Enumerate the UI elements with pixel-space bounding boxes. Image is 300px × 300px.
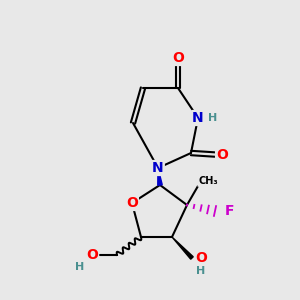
Text: N: N [152, 161, 164, 175]
Polygon shape [158, 168, 162, 185]
Text: O: O [86, 248, 98, 262]
Text: O: O [195, 251, 207, 265]
Polygon shape [172, 237, 193, 259]
Text: O: O [126, 196, 138, 210]
Text: N: N [192, 111, 204, 125]
Text: O: O [216, 148, 228, 162]
Text: O: O [172, 51, 184, 65]
Text: H: H [208, 113, 217, 123]
Text: CH₃: CH₃ [198, 176, 218, 186]
Text: H: H [75, 262, 85, 272]
Text: H: H [196, 266, 206, 276]
Text: F: F [225, 204, 235, 218]
